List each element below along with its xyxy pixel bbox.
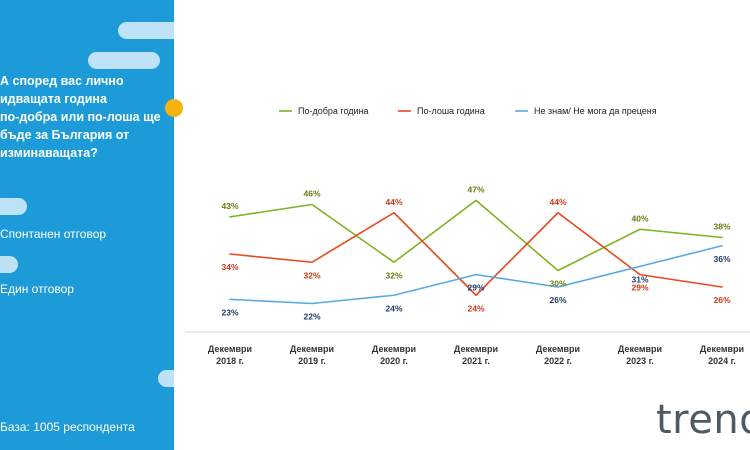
series-line bbox=[229, 244, 723, 305]
data-label: 23% bbox=[221, 307, 238, 317]
decorative-pill bbox=[158, 370, 174, 387]
x-tick-label: 2021 г. bbox=[462, 356, 490, 366]
legend-label: По-лоша година bbox=[417, 106, 485, 116]
data-label: 43% bbox=[221, 201, 238, 211]
x-tick-label: 2018 г. bbox=[216, 356, 244, 366]
x-tick-label: Декември bbox=[208, 344, 252, 354]
x-tick-label: Декември bbox=[372, 344, 416, 354]
answer-type-single: Един отговор bbox=[0, 282, 74, 296]
x-tick-label: 2024 г. bbox=[708, 356, 736, 366]
decorative-pill bbox=[0, 198, 27, 215]
decorative-pill bbox=[88, 52, 160, 69]
data-label: 24% bbox=[385, 303, 402, 313]
series-line bbox=[229, 199, 723, 272]
data-label: 32% bbox=[385, 270, 402, 280]
sidebar: А според вас лично идващата година по-до… bbox=[0, 0, 174, 450]
trend-logo: trend bbox=[656, 397, 750, 443]
x-tick-label: 2020 г. bbox=[380, 356, 408, 366]
x-tick-label: Декември bbox=[700, 344, 744, 354]
data-label: 22% bbox=[303, 312, 320, 322]
answer-type-spontaneous: Спонтанен отговор bbox=[0, 227, 107, 241]
x-tick-label: Декември bbox=[618, 344, 662, 354]
data-label: 29% bbox=[467, 283, 484, 293]
data-label: 34% bbox=[221, 262, 238, 272]
data-label: 44% bbox=[385, 197, 402, 207]
series-line bbox=[229, 211, 723, 297]
data-label: 26% bbox=[549, 295, 566, 305]
data-label: 44% bbox=[549, 197, 566, 207]
x-tick-label: Декември bbox=[454, 344, 498, 354]
x-tick-label: 2019 г. bbox=[298, 356, 326, 366]
data-label: 26% bbox=[713, 295, 730, 305]
accent-dot bbox=[165, 99, 183, 117]
respondent-base: База: 1005 респондента bbox=[0, 420, 135, 434]
legend-label: По-добра година bbox=[298, 106, 369, 116]
legend-label: Не знам/ Не мога да преценя bbox=[534, 106, 657, 116]
decorative-pill bbox=[0, 256, 18, 273]
data-label: 29% bbox=[631, 283, 648, 293]
x-tick-label: Декември bbox=[536, 344, 580, 354]
survey-question: А според вас лично идващата година по-до… bbox=[0, 74, 161, 160]
x-tick-label: 2022 г. bbox=[544, 356, 572, 366]
data-label: 38% bbox=[713, 222, 730, 232]
x-tick-label: 2023 г. bbox=[626, 356, 654, 366]
data-label: 46% bbox=[303, 189, 320, 199]
data-label: 32% bbox=[303, 270, 320, 280]
x-tick-label: Декември bbox=[290, 344, 334, 354]
data-label: 30% bbox=[549, 279, 566, 289]
data-label: 36% bbox=[713, 254, 730, 264]
data-label: 47% bbox=[467, 184, 484, 194]
data-label: 40% bbox=[631, 213, 648, 223]
data-label: 31% bbox=[631, 274, 648, 284]
decorative-pill bbox=[118, 22, 174, 39]
data-label: 24% bbox=[467, 303, 484, 313]
